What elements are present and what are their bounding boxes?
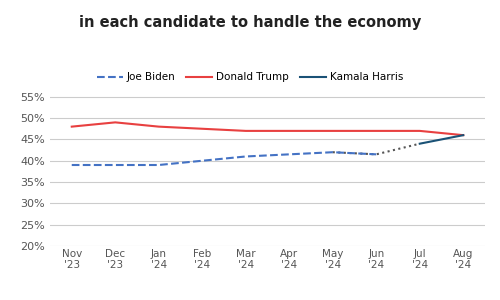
Joe Biden [373, 152, 380, 156]
Joe Biden [69, 163, 75, 167]
Joe Biden [112, 163, 118, 167]
Joe Biden [156, 163, 162, 167]
Line: Donald Trump: Donald Trump [72, 122, 463, 135]
Donald Trump [69, 125, 75, 128]
Joe Biden [243, 155, 249, 158]
Donald Trump [243, 129, 249, 133]
Kamala Harris [417, 142, 423, 146]
Legend: Joe Biden, Donald Trump, Kamala Harris: Joe Biden, Donald Trump, Kamala Harris [92, 68, 407, 86]
Donald Trump [417, 129, 423, 133]
Donald Trump [460, 134, 466, 137]
Kamala Harris [460, 134, 466, 137]
Joe Biden [286, 152, 292, 156]
Joe Biden [199, 159, 205, 163]
Donald Trump [199, 127, 205, 130]
Donald Trump [330, 129, 336, 133]
Line: Kamala Harris: Kamala Harris [420, 135, 463, 144]
Line: Joe Biden: Joe Biden [72, 152, 376, 165]
Donald Trump [112, 121, 118, 124]
Donald Trump [373, 129, 380, 133]
Donald Trump [156, 125, 162, 128]
Donald Trump [286, 129, 292, 133]
Text: in each candidate to handle the economy: in each candidate to handle the economy [79, 15, 421, 30]
Joe Biden [330, 150, 336, 154]
